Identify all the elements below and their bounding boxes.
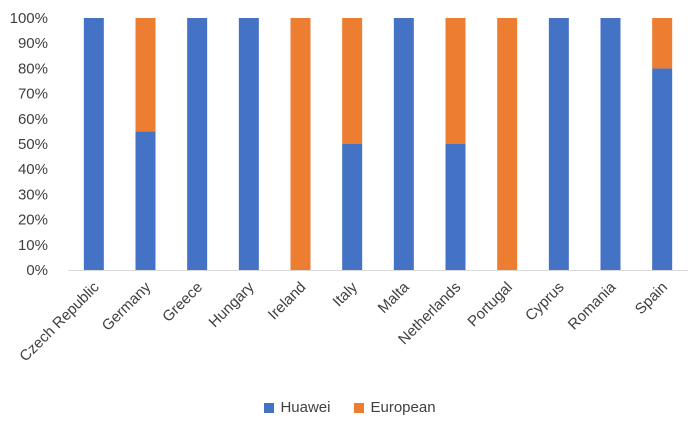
y-tick-label: 40% bbox=[18, 161, 48, 178]
legend-item-european: European bbox=[354, 399, 436, 416]
bar-european bbox=[652, 18, 673, 69]
bar-huawei bbox=[652, 68, 673, 271]
bar-european bbox=[342, 18, 363, 144]
legend-item-huawei: Huawei bbox=[264, 399, 330, 416]
y-tick-label: 90% bbox=[18, 35, 48, 52]
bar-european bbox=[445, 18, 466, 144]
legend: Huawei European bbox=[0, 399, 700, 416]
y-tick-label: 20% bbox=[18, 212, 48, 229]
x-tick-label: Romania bbox=[565, 278, 620, 333]
x-tick-label: Greece bbox=[159, 279, 206, 326]
x-tick-label: Ireland bbox=[265, 279, 309, 323]
bar-huawei bbox=[548, 18, 569, 270]
bar-huawei bbox=[445, 144, 466, 270]
bar-huawei bbox=[600, 18, 621, 270]
y-tick-label: 100% bbox=[10, 10, 48, 27]
x-tick-label: Malta bbox=[375, 278, 413, 316]
bar-european bbox=[290, 18, 311, 270]
legend-label-european: European bbox=[370, 399, 436, 416]
x-tick-label: Cyprus bbox=[522, 279, 568, 325]
bar-huawei bbox=[83, 18, 104, 270]
bar-huawei bbox=[135, 131, 156, 270]
y-tick-label: 30% bbox=[18, 186, 48, 203]
y-tick-label: 80% bbox=[18, 60, 48, 77]
x-tick-label: Hungary bbox=[206, 278, 258, 330]
y-tick-label: 70% bbox=[18, 86, 48, 103]
x-tick-label: Czech Republic bbox=[16, 278, 103, 365]
bar-european bbox=[135, 18, 156, 132]
x-tick-label: Germany bbox=[99, 278, 155, 334]
x-tick-label: Portugal bbox=[464, 279, 516, 331]
bar-huawei bbox=[393, 18, 414, 270]
legend-label-huawei: Huawei bbox=[280, 399, 331, 416]
bar-european bbox=[497, 18, 518, 270]
legend-swatch-huawei bbox=[264, 402, 275, 413]
y-tick-label: 50% bbox=[18, 136, 48, 153]
bar-huawei bbox=[238, 18, 259, 270]
x-tick-label: Italy bbox=[330, 278, 362, 310]
bar-huawei bbox=[187, 18, 208, 270]
x-tick-label: Spain bbox=[632, 279, 671, 318]
bar-huawei bbox=[342, 144, 363, 270]
y-tick-label: 0% bbox=[26, 262, 48, 279]
y-tick-label: 60% bbox=[18, 111, 48, 128]
legend-swatch-european bbox=[354, 402, 365, 413]
y-tick-label: 10% bbox=[18, 237, 48, 254]
